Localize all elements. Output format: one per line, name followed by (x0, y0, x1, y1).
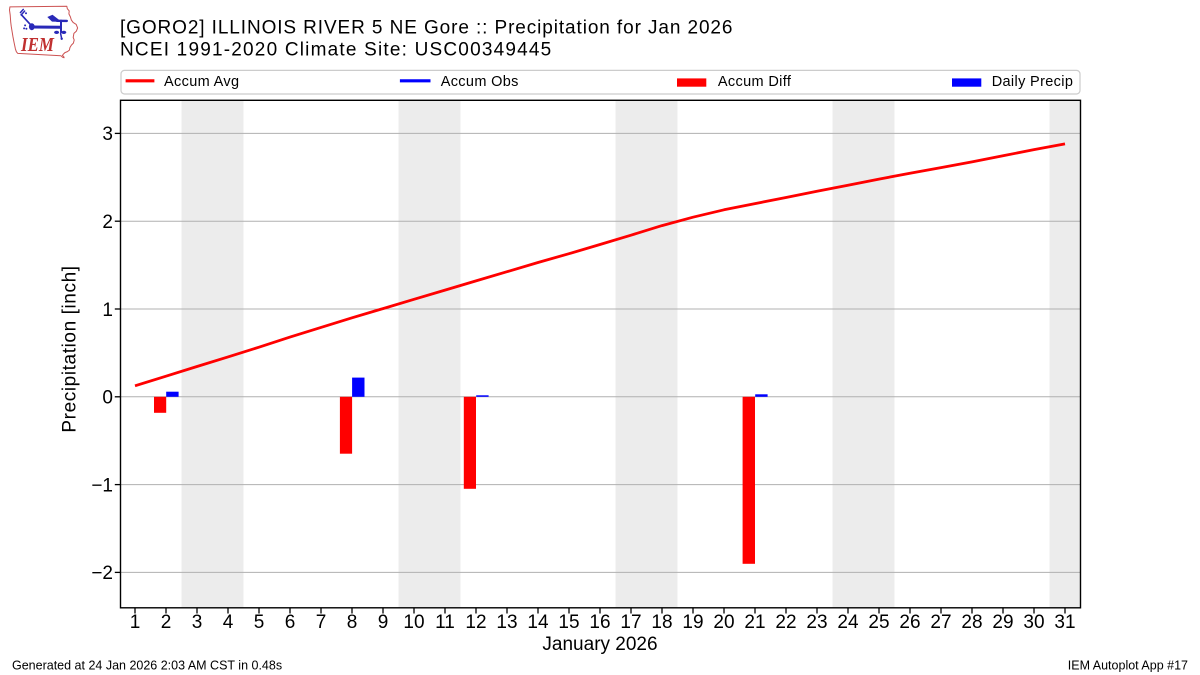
svg-text:Generated at 24 Jan 2026 2:03: Generated at 24 Jan 2026 2:03 AM CST in … (12, 659, 282, 673)
svg-text:Accum Obs: Accum Obs (441, 74, 519, 90)
svg-text:NCEI 1991-2020 Climate Site: U: NCEI 1991-2020 Climate Site: USC00349445 (120, 40, 552, 61)
svg-text:Accum Diff: Accum Diff (718, 74, 792, 90)
svg-text:0: 0 (102, 388, 113, 409)
svg-text:28: 28 (961, 612, 982, 633)
svg-text:22: 22 (775, 612, 796, 633)
svg-text:Daily Precip: Daily Precip (992, 74, 1074, 90)
svg-text:2: 2 (161, 612, 172, 633)
svg-text:29: 29 (992, 612, 1013, 633)
svg-text:16: 16 (589, 612, 610, 633)
svg-text:31: 31 (1054, 612, 1075, 633)
svg-text:10: 10 (403, 612, 424, 633)
svg-text:3: 3 (192, 612, 203, 633)
svg-text:17: 17 (620, 612, 641, 633)
svg-text:18: 18 (651, 612, 672, 633)
svg-text:9: 9 (378, 612, 389, 633)
svg-text:12: 12 (465, 612, 486, 633)
svg-text:IEM Autoplot App #17: IEM Autoplot App #17 (1068, 659, 1188, 673)
svg-text:2: 2 (102, 212, 113, 233)
svg-text:1: 1 (102, 300, 113, 321)
svg-text:4: 4 (223, 612, 234, 633)
svg-text:1: 1 (130, 612, 141, 633)
svg-text:8: 8 (347, 612, 358, 633)
svg-text:January 2026: January 2026 (542, 634, 657, 655)
svg-text:6: 6 (285, 612, 296, 633)
svg-text:11: 11 (435, 612, 455, 633)
svg-text:20: 20 (713, 612, 734, 633)
svg-text:23: 23 (806, 612, 827, 633)
svg-text:−1: −1 (91, 475, 113, 496)
svg-text:26: 26 (899, 612, 920, 633)
svg-text:−2: −2 (91, 563, 113, 584)
svg-text:15: 15 (558, 612, 579, 633)
svg-text:25: 25 (868, 612, 889, 633)
svg-text:Precipitation [inch]: Precipitation [inch] (60, 265, 81, 432)
svg-text:24: 24 (837, 612, 859, 633)
svg-text:21: 21 (744, 612, 765, 633)
svg-text:[GORO2] ILLINOIS RIVER 5 NE Go: [GORO2] ILLINOIS RIVER 5 NE Gore :: Prec… (120, 18, 733, 39)
svg-text:IEM: IEM (20, 35, 54, 56)
svg-text:14: 14 (527, 612, 549, 633)
svg-text:27: 27 (930, 612, 951, 633)
svg-text:5: 5 (254, 612, 265, 633)
svg-text:Accum Avg: Accum Avg (164, 74, 239, 90)
svg-text:30: 30 (1023, 612, 1044, 633)
svg-text:13: 13 (496, 612, 517, 633)
svg-text:7: 7 (316, 612, 327, 633)
svg-text:19: 19 (682, 612, 703, 633)
svg-text:3: 3 (102, 124, 113, 145)
